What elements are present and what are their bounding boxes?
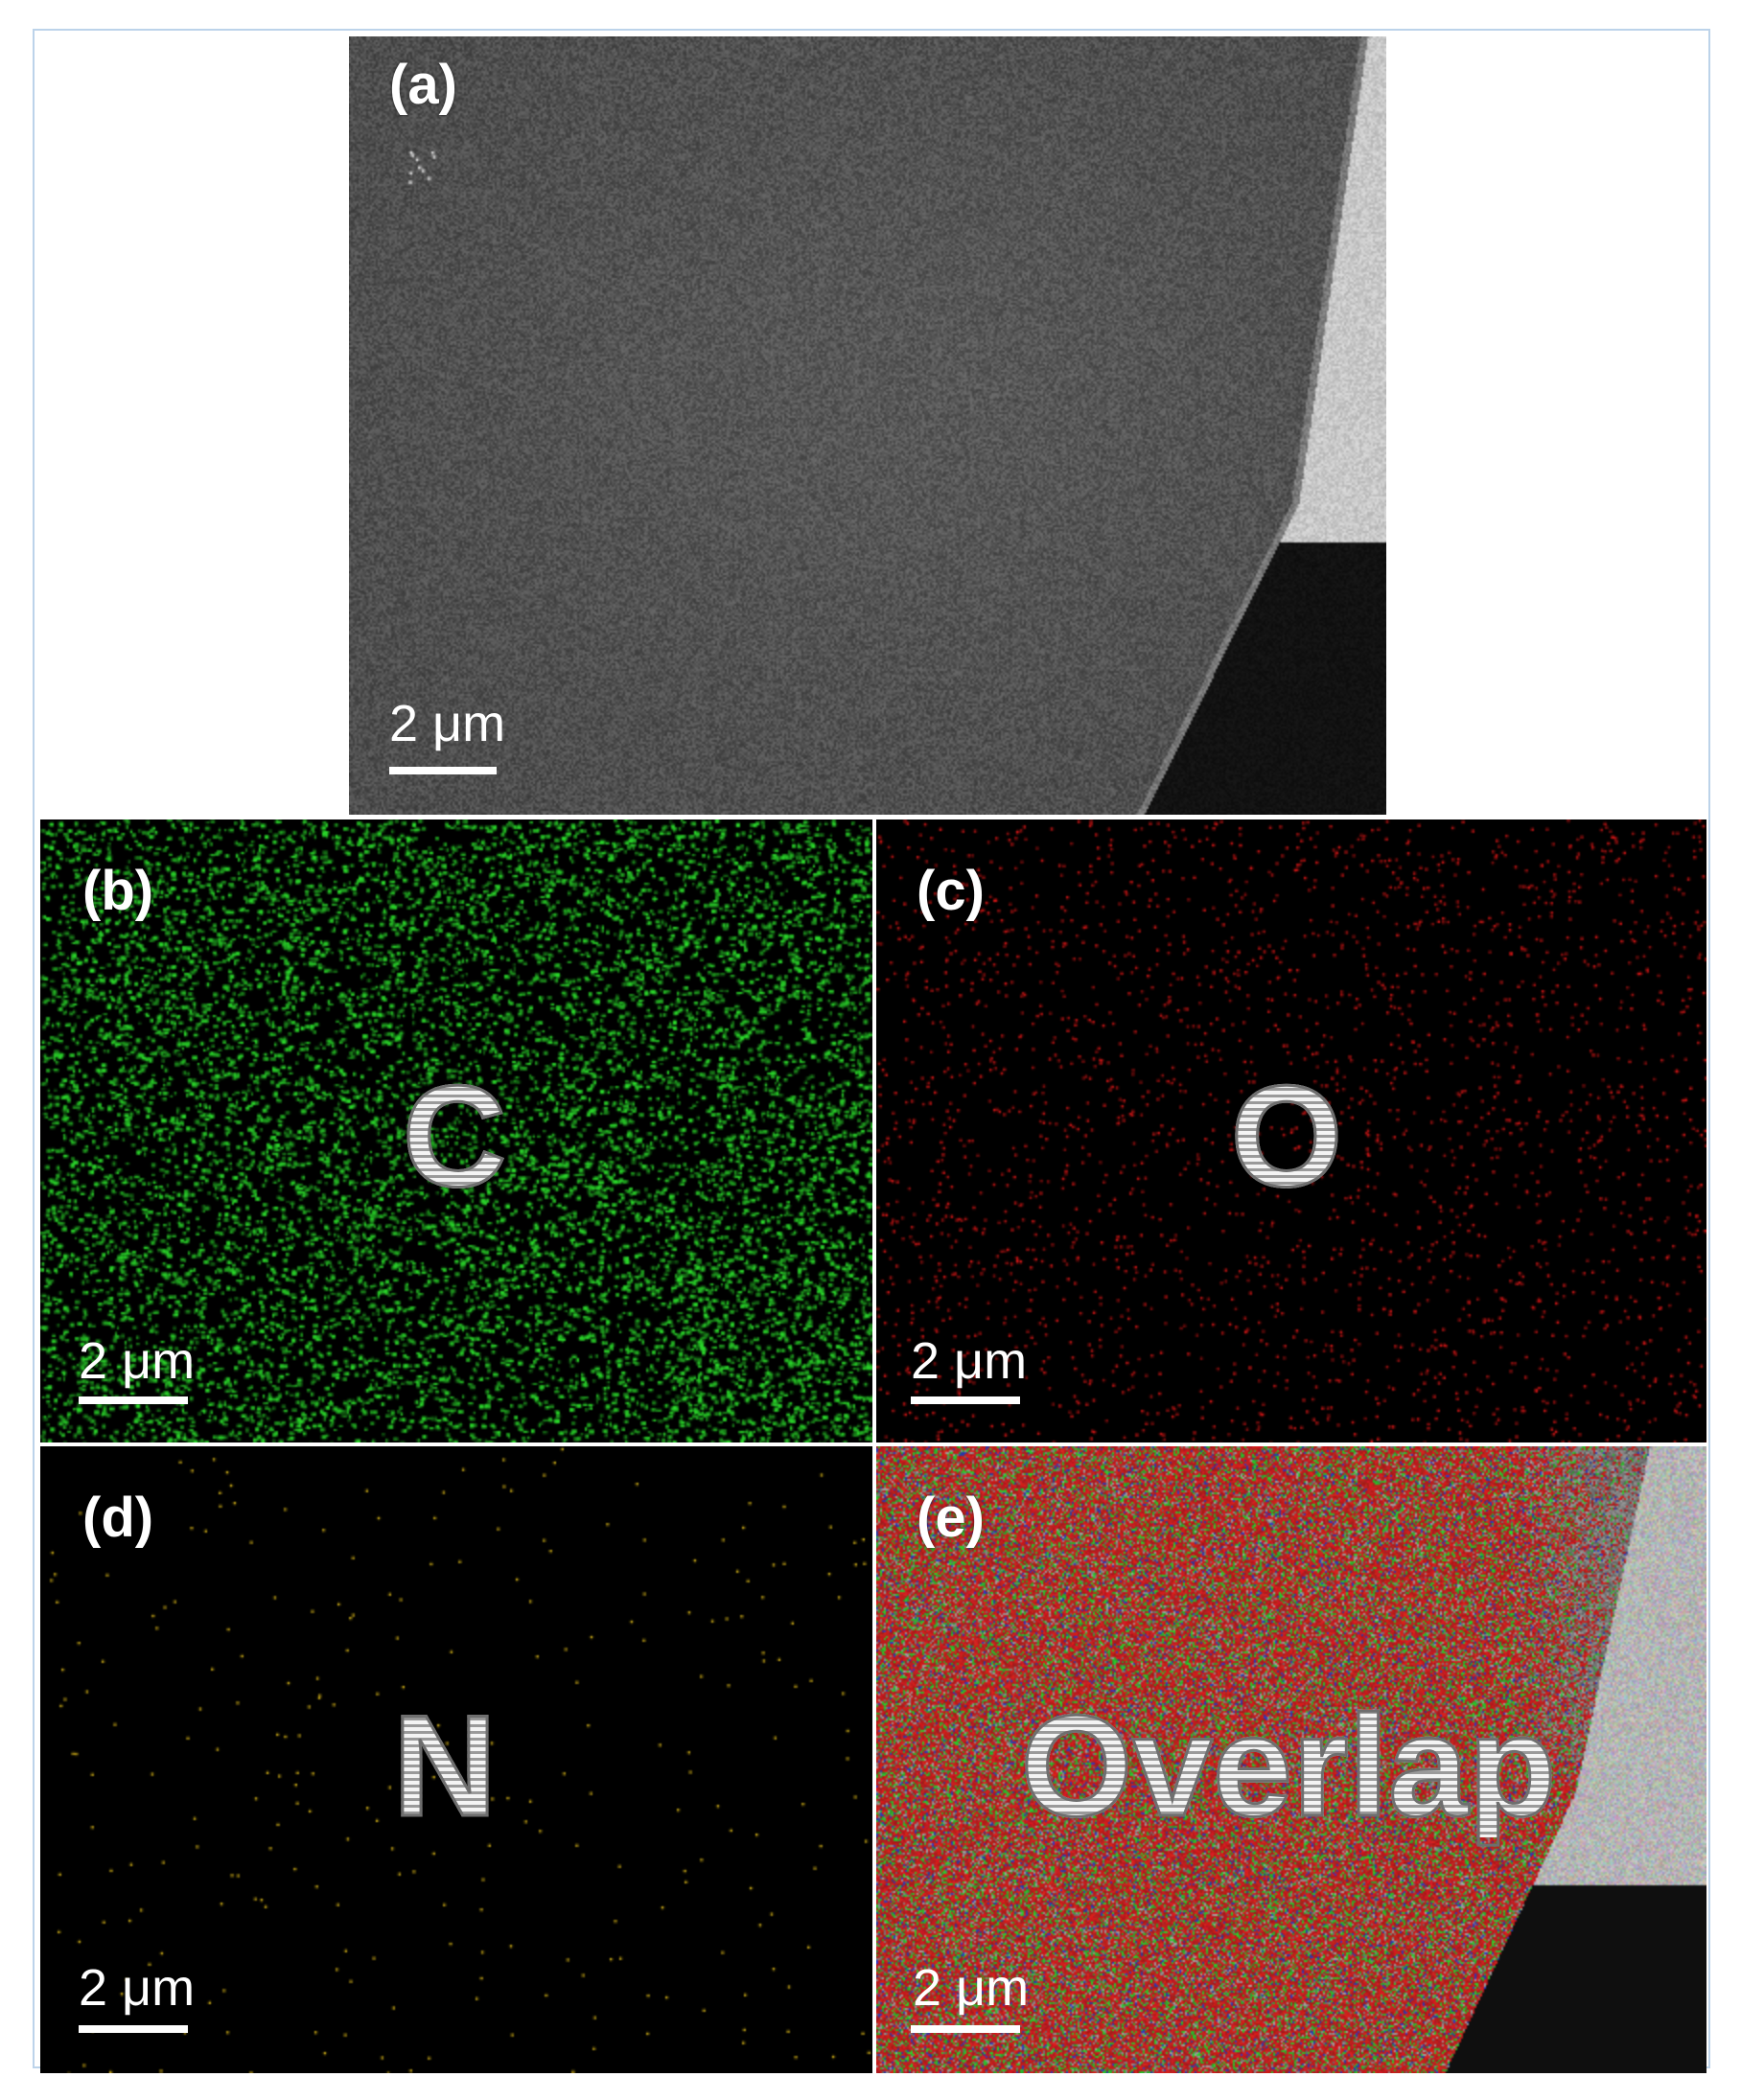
scale-bar-b bbox=[79, 1396, 188, 1404]
panel-tag-c: (c) bbox=[917, 860, 985, 922]
sem-image bbox=[349, 36, 1386, 815]
panel-tag-d: (d) bbox=[82, 1487, 154, 1549]
sem-image-panel: (a) 2 μm bbox=[349, 36, 1386, 815]
scale-bar-a bbox=[389, 767, 497, 774]
panel-tag-e: (e) bbox=[917, 1487, 985, 1549]
oxygen-map-panel: (c) O 2 μm bbox=[876, 819, 1706, 1442]
nitrogen-map bbox=[40, 1446, 872, 2073]
panel-tag-b: (b) bbox=[82, 860, 154, 922]
scale-label-c: 2 μm bbox=[911, 1332, 1028, 1390]
panel-divider-vertical bbox=[872, 819, 876, 2073]
scale-label-b: 2 μm bbox=[79, 1332, 196, 1390]
carbon-map bbox=[40, 819, 872, 1442]
panel-divider-horizontal bbox=[40, 1442, 1706, 1446]
scale-label-a: 2 μm bbox=[389, 695, 506, 752]
overlap-map-panel: (e) Overlap 2 μm bbox=[876, 1446, 1706, 2073]
scale-label-d: 2 μm bbox=[79, 1959, 196, 2017]
panel-tag-a: (a) bbox=[389, 54, 457, 116]
nitrogen-map-panel: (d) N 2 μm bbox=[40, 1446, 872, 2073]
overlap-map bbox=[876, 1446, 1706, 2073]
carbon-map-panel: (b) C 2 μm bbox=[40, 819, 872, 1442]
oxygen-map bbox=[876, 819, 1706, 1442]
scale-label-e: 2 μm bbox=[913, 1959, 1030, 2017]
element-label-c: C bbox=[401, 1055, 507, 1216]
element-label-o: O bbox=[1229, 1055, 1344, 1216]
element-label-n: N bbox=[391, 1685, 498, 1846]
scale-bar-e bbox=[911, 2025, 1020, 2033]
scale-bar-d bbox=[79, 2025, 188, 2033]
element-label-overlap: Overlap bbox=[1019, 1685, 1558, 1846]
scale-bar-c bbox=[911, 1396, 1020, 1404]
